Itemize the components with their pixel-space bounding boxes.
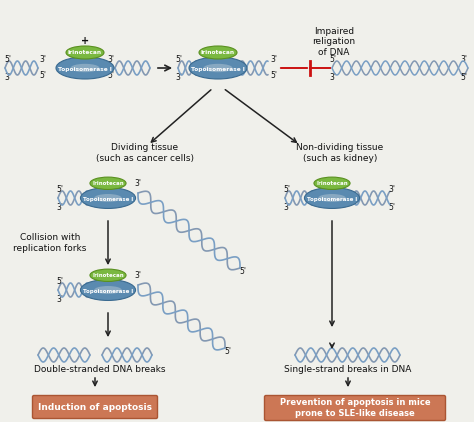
Text: 3': 3' [135,271,142,281]
Ellipse shape [94,194,122,202]
Text: 5': 5' [107,71,114,81]
Ellipse shape [71,64,100,72]
Text: 5': 5' [56,276,64,286]
Ellipse shape [81,279,136,300]
Text: 5': 5' [175,54,182,63]
Ellipse shape [304,187,360,208]
Text: Irinotecan: Irinotecan [316,181,348,186]
Text: 3': 3' [283,203,291,211]
Text: 5': 5' [39,71,46,81]
Ellipse shape [199,46,237,59]
Text: 3': 3' [460,54,467,63]
Text: 5': 5' [4,54,11,63]
Text: Irinotecan: Irinotecan [92,181,124,186]
Text: 3': 3' [39,56,46,65]
Text: 3': 3' [107,56,114,65]
Text: Topoisomerase I: Topoisomerase I [191,67,245,72]
Text: Dividing tissue
(such as cancer cells): Dividing tissue (such as cancer cells) [96,143,194,163]
Text: 3': 3' [329,73,337,81]
Text: 3': 3' [270,56,277,65]
Text: Topoisomerase I: Topoisomerase I [83,289,133,294]
Text: +: + [81,36,89,46]
Text: 5': 5' [283,184,291,194]
Text: Single-strand breaks in DNA: Single-strand breaks in DNA [284,365,412,374]
Text: Impaired
religation
of DNA: Impaired religation of DNA [312,27,356,57]
Ellipse shape [66,46,104,59]
Text: Irinotecan: Irinotecan [68,50,102,55]
Text: 5': 5' [329,54,337,63]
Text: 3': 3' [175,73,182,81]
Ellipse shape [94,286,122,294]
Text: Non-dividing tissue
(such as kidney): Non-dividing tissue (such as kidney) [296,143,383,163]
Text: 3': 3' [135,179,142,189]
Text: Topoisomerase I: Topoisomerase I [307,197,357,202]
Text: 5': 5' [270,71,277,81]
Text: Collision with
replication forks: Collision with replication forks [13,233,87,253]
Ellipse shape [56,57,114,79]
Text: 5': 5' [56,184,64,194]
Text: 3': 3' [388,184,395,194]
Text: 3': 3' [56,203,64,211]
Text: Irinotecan: Irinotecan [92,273,124,278]
Text: 5': 5' [239,268,246,276]
Text: 5': 5' [225,347,231,357]
Ellipse shape [203,64,233,72]
Text: Topoisomerase I: Topoisomerase I [58,67,112,72]
Text: 5': 5' [460,73,467,81]
Text: Topoisomerase I: Topoisomerase I [83,197,133,202]
Ellipse shape [314,177,350,189]
Ellipse shape [81,187,136,208]
FancyBboxPatch shape [33,395,157,419]
FancyBboxPatch shape [264,395,446,420]
Text: 5': 5' [388,203,395,211]
Ellipse shape [90,269,126,281]
Text: Induction of apoptosis: Induction of apoptosis [38,403,152,411]
Text: Double-stranded DNA breaks: Double-stranded DNA breaks [34,365,166,374]
Ellipse shape [189,57,247,79]
Text: Irinotecan: Irinotecan [201,50,235,55]
Text: 3': 3' [56,295,64,303]
Ellipse shape [318,194,346,202]
Text: Prevention of apoptosis in mice
prone to SLE-like disease: Prevention of apoptosis in mice prone to… [280,398,430,418]
Text: 3': 3' [4,73,11,81]
Ellipse shape [90,177,126,189]
